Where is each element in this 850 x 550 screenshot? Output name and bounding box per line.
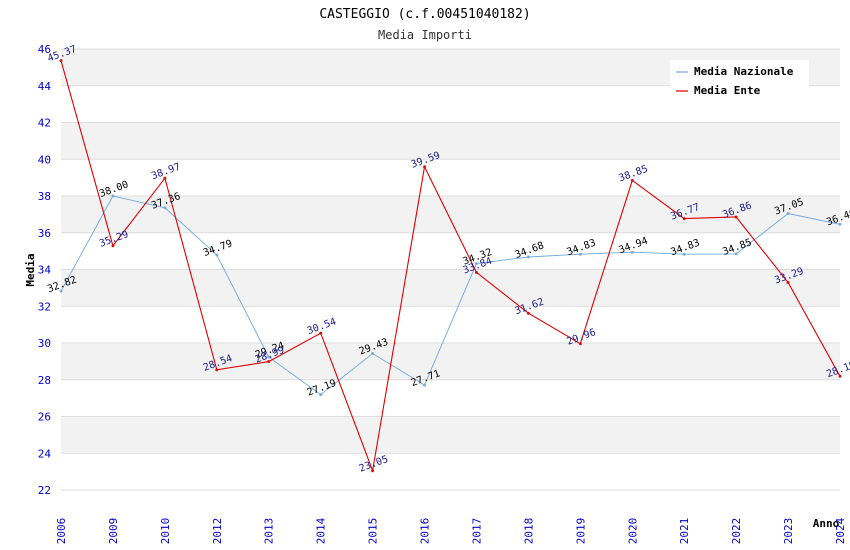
data-point: [474, 262, 478, 266]
data-point: [163, 176, 167, 180]
legend-box: [670, 60, 809, 100]
y-tick-label: 38: [38, 190, 51, 203]
x-tick-label: 2013: [263, 518, 276, 545]
y-tick-label: 46: [38, 43, 51, 56]
data-point: [111, 194, 115, 198]
data-point: [838, 374, 842, 378]
data-point: [267, 360, 271, 364]
data-point: [630, 250, 634, 254]
x-tick-label: 2012: [211, 518, 224, 545]
y-tick-label: 26: [38, 411, 51, 424]
y-tick-label: 40: [38, 153, 51, 166]
data-point: [59, 289, 63, 293]
y-tick-label: 36: [38, 227, 51, 240]
data-point: [786, 211, 790, 215]
legend: Media Nazionale Media Ente: [670, 60, 809, 100]
y-tick-label: 42: [38, 117, 51, 130]
grid-lines: [61, 48, 840, 491]
chart-subtitle: Media Importi: [378, 28, 472, 42]
data-point: [163, 206, 167, 210]
data-point: [215, 253, 219, 257]
x-axis-ticks: 2006 2009 2010 2012 2013 2014 2015 2016 2017 2018…: [55, 517, 847, 544]
x-tick-label: 2016: [419, 518, 432, 545]
data-labels: 32.8238.0037.3634.7929.2427.1929.4327.71…: [46, 44, 850, 475]
x-tick-label: 2017: [470, 518, 483, 545]
data-point: [215, 368, 219, 372]
x-tick-label: 2009: [107, 518, 120, 545]
data-point: [578, 252, 582, 256]
grid-band: [61, 269, 840, 307]
data-point: [682, 217, 686, 221]
data-point: [371, 351, 375, 355]
data-point: [267, 355, 271, 359]
y-tick-label: 34: [38, 264, 52, 277]
legend-label-media-ente: Media Ente: [694, 84, 761, 97]
data-point: [630, 178, 634, 182]
data-point: [423, 165, 427, 169]
series-lines: [59, 59, 842, 473]
x-tick-label: 2022: [730, 518, 743, 545]
grid-band: [61, 122, 840, 160]
data-point: [423, 383, 427, 387]
data-point: [786, 281, 790, 285]
y-tick-label: 30: [38, 337, 51, 350]
data-point: [838, 222, 842, 226]
x-tick-label: 2021: [678, 518, 691, 545]
y-axis-ticks: 22 24 26 28 30 32 34 36 38 40 42 44 46: [38, 43, 52, 497]
data-point: [734, 252, 738, 256]
data-point: [474, 270, 478, 274]
data-point: [578, 342, 582, 346]
data-point: [319, 393, 323, 397]
data-point: [526, 311, 530, 315]
y-tick-label: 28: [38, 374, 51, 387]
data-point: [111, 244, 115, 248]
data-point: [526, 255, 530, 259]
x-tick-label: 2006: [55, 518, 68, 545]
y-tick-label: 44: [38, 80, 52, 93]
data-point: [59, 59, 63, 63]
x-tick-label: 2020: [626, 518, 639, 545]
data-point: [734, 215, 738, 219]
y-tick-label: 22: [38, 484, 51, 497]
x-tick-label: 2024: [834, 517, 847, 544]
data-point: [319, 331, 323, 335]
x-tick-label: 2018: [522, 518, 535, 545]
grid-band: [61, 196, 840, 233]
x-axis-label: Anno: [813, 517, 840, 530]
x-tick-label: 2014: [315, 517, 328, 544]
grid-band: [61, 416, 840, 454]
data-point: [371, 469, 375, 473]
y-tick-label: 32: [38, 300, 51, 313]
y-tick-label: 24: [38, 447, 52, 460]
legend-label-media-nazionale: Media Nazionale: [694, 65, 794, 78]
x-tick-label: 2019: [574, 518, 587, 545]
x-tick-label: 2015: [367, 518, 380, 545]
grid-band: [61, 343, 840, 380]
series-line-media-ente: [60, 60, 841, 473]
y-axis-label: Media: [24, 253, 37, 286]
series-line-media-nazionale: [60, 195, 841, 396]
x-tick-label: 2023: [782, 518, 795, 545]
data-point: [682, 252, 686, 256]
chart-title: CASTEGGIO (c.f.00451040182): [319, 7, 530, 22]
x-tick-label: 2010: [159, 518, 172, 545]
